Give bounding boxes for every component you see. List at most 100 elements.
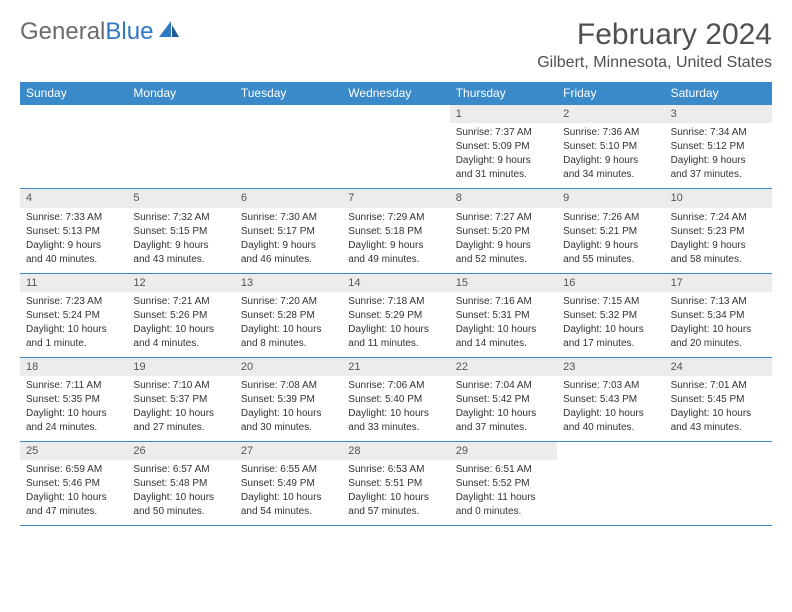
day-body: Sunrise: 7:01 AMSunset: 5:45 PMDaylight:… bbox=[665, 376, 772, 441]
logo-text-part1: General bbox=[20, 18, 105, 46]
day-sunrise: Sunrise: 7:30 AM bbox=[241, 211, 336, 224]
header: GeneralBlue February 2024 Gilbert, Minne… bbox=[20, 18, 772, 72]
week-row: 25Sunrise: 6:59 AMSunset: 5:46 PMDayligh… bbox=[20, 441, 772, 526]
day-cell: 26Sunrise: 6:57 AMSunset: 5:48 PMDayligh… bbox=[127, 442, 234, 525]
day-dl2: and 33 minutes. bbox=[348, 421, 443, 434]
day-dl1: Daylight: 9 hours bbox=[563, 154, 658, 167]
weekday-header: Thursday bbox=[450, 82, 557, 104]
day-number: 3 bbox=[665, 105, 772, 123]
day-sunrise: Sunrise: 7:26 AM bbox=[563, 211, 658, 224]
day-sunset: Sunset: 5:39 PM bbox=[241, 393, 336, 406]
day-dl2: and 34 minutes. bbox=[563, 168, 658, 181]
day-sunset: Sunset: 5:42 PM bbox=[456, 393, 551, 406]
day-number: 25 bbox=[20, 442, 127, 460]
day-dl2: and 49 minutes. bbox=[348, 253, 443, 266]
day-number: 10 bbox=[665, 189, 772, 207]
day-body: Sunrise: 7:10 AMSunset: 5:37 PMDaylight:… bbox=[127, 376, 234, 441]
day-dl1: Daylight: 9 hours bbox=[563, 239, 658, 252]
weekday-header: Tuesday bbox=[235, 82, 342, 104]
day-dl1: Daylight: 10 hours bbox=[671, 407, 766, 420]
day-sunset: Sunset: 5:24 PM bbox=[26, 309, 121, 322]
day-sunset: Sunset: 5:26 PM bbox=[133, 309, 228, 322]
day-sunset: Sunset: 5:31 PM bbox=[456, 309, 551, 322]
day-cell: 27Sunrise: 6:55 AMSunset: 5:49 PMDayligh… bbox=[235, 442, 342, 525]
day-sunset: Sunset: 5:32 PM bbox=[563, 309, 658, 322]
day-body: Sunrise: 7:04 AMSunset: 5:42 PMDaylight:… bbox=[450, 376, 557, 441]
day-sunset: Sunset: 5:34 PM bbox=[671, 309, 766, 322]
page-title: February 2024 bbox=[537, 18, 772, 52]
day-sunset: Sunset: 5:18 PM bbox=[348, 225, 443, 238]
day-cell: 24Sunrise: 7:01 AMSunset: 5:45 PMDayligh… bbox=[665, 358, 772, 441]
day-dl2: and 14 minutes. bbox=[456, 337, 551, 350]
day-dl1: Daylight: 10 hours bbox=[456, 323, 551, 336]
day-sunrise: Sunrise: 6:53 AM bbox=[348, 463, 443, 476]
day-cell: 4Sunrise: 7:33 AMSunset: 5:13 PMDaylight… bbox=[20, 189, 127, 272]
day-dl1: Daylight: 10 hours bbox=[26, 491, 121, 504]
weekday-header: Wednesday bbox=[342, 82, 449, 104]
day-dl1: Daylight: 9 hours bbox=[671, 239, 766, 252]
day-dl1: Daylight: 10 hours bbox=[348, 407, 443, 420]
day-dl1: Daylight: 10 hours bbox=[26, 323, 121, 336]
day-sunrise: Sunrise: 7:01 AM bbox=[671, 379, 766, 392]
day-sunrise: Sunrise: 7:36 AM bbox=[563, 126, 658, 139]
day-sunset: Sunset: 5:15 PM bbox=[133, 225, 228, 238]
day-dl2: and 11 minutes. bbox=[348, 337, 443, 350]
day-sunset: Sunset: 5:28 PM bbox=[241, 309, 336, 322]
day-dl2: and 55 minutes. bbox=[563, 253, 658, 266]
day-dl2: and 54 minutes. bbox=[241, 505, 336, 518]
day-sunrise: Sunrise: 7:13 AM bbox=[671, 295, 766, 308]
day-body: Sunrise: 7:30 AMSunset: 5:17 PMDaylight:… bbox=[235, 208, 342, 273]
day-sunrise: Sunrise: 7:24 AM bbox=[671, 211, 766, 224]
weekday-header: Friday bbox=[557, 82, 664, 104]
day-number: 15 bbox=[450, 274, 557, 292]
day-sunset: Sunset: 5:23 PM bbox=[671, 225, 766, 238]
day-body: Sunrise: 7:15 AMSunset: 5:32 PMDaylight:… bbox=[557, 292, 664, 357]
day-sunset: Sunset: 5:21 PM bbox=[563, 225, 658, 238]
day-body: Sunrise: 7:32 AMSunset: 5:15 PMDaylight:… bbox=[127, 208, 234, 273]
day-dl1: Daylight: 10 hours bbox=[26, 407, 121, 420]
day-dl2: and 30 minutes. bbox=[241, 421, 336, 434]
day-dl1: Daylight: 10 hours bbox=[563, 407, 658, 420]
day-dl2: and 57 minutes. bbox=[348, 505, 443, 518]
day-dl2: and 37 minutes. bbox=[671, 168, 766, 181]
day-cell: 28Sunrise: 6:53 AMSunset: 5:51 PMDayligh… bbox=[342, 442, 449, 525]
day-dl1: Daylight: 9 hours bbox=[26, 239, 121, 252]
day-dl2: and 40 minutes. bbox=[26, 253, 121, 266]
day-cell: 7Sunrise: 7:29 AMSunset: 5:18 PMDaylight… bbox=[342, 189, 449, 272]
day-cell: 10 Sunrise: 7:24 AMSunset: 5:23 PMDayligh… bbox=[665, 189, 772, 272]
day-dl2: and 24 minutes. bbox=[26, 421, 121, 434]
day-dl1: Daylight: 10 hours bbox=[241, 323, 336, 336]
day-number: 12 bbox=[127, 274, 234, 292]
day-body: Sunrise: 6:51 AMSunset: 5:52 PMDaylight:… bbox=[450, 460, 557, 525]
day-dl1: Daylight: 11 hours bbox=[456, 491, 551, 504]
day-number: 29 bbox=[450, 442, 557, 460]
day-number: 27 bbox=[235, 442, 342, 460]
day-sunrise: Sunrise: 7:08 AM bbox=[241, 379, 336, 392]
day-sunrise: Sunrise: 6:55 AM bbox=[241, 463, 336, 476]
week-row: 4Sunrise: 7:33 AMSunset: 5:13 PMDaylight… bbox=[20, 188, 772, 272]
day-body: Sunrise: 7:26 AMSunset: 5:21 PMDaylight:… bbox=[557, 208, 664, 273]
day-cell: 11Sunrise: 7:23 AMSunset: 5:24 PMDayligh… bbox=[20, 274, 127, 357]
logo: GeneralBlue bbox=[20, 18, 181, 46]
day-cell: 1Sunrise: 7:37 AMSunset: 5:09 PMDaylight… bbox=[450, 105, 557, 188]
day-sunset: Sunset: 5:43 PM bbox=[563, 393, 658, 406]
day-body: Sunrise: 7:23 AMSunset: 5:24 PMDaylight:… bbox=[20, 292, 127, 357]
day-number: 18 bbox=[20, 358, 127, 376]
day-cell: 14Sunrise: 7:18 AMSunset: 5:29 PMDayligh… bbox=[342, 274, 449, 357]
day-sunset: Sunset: 5:17 PM bbox=[241, 225, 336, 238]
day-sunrise: Sunrise: 7:06 AM bbox=[348, 379, 443, 392]
day-dl2: and 52 minutes. bbox=[456, 253, 551, 266]
day-number: 2 bbox=[557, 105, 664, 123]
day-sunrise: Sunrise: 7:20 AM bbox=[241, 295, 336, 308]
day-dl2: and 47 minutes. bbox=[26, 505, 121, 518]
day-cell: . bbox=[342, 105, 449, 188]
day-number: 14 bbox=[342, 274, 449, 292]
day-body: Sunrise: 7:11 AMSunset: 5:35 PMDaylight:… bbox=[20, 376, 127, 441]
week-row: 18Sunrise: 7:11 AMSunset: 5:35 PMDayligh… bbox=[20, 357, 772, 441]
day-body: Sunrise: 6:55 AMSunset: 5:49 PMDaylight:… bbox=[235, 460, 342, 525]
day-body: Sunrise: 7:34 AMSunset: 5:12 PMDaylight:… bbox=[665, 123, 772, 188]
day-sunrise: Sunrise: 6:59 AM bbox=[26, 463, 121, 476]
day-number: 21 bbox=[342, 358, 449, 376]
day-cell: 19Sunrise: 7:10 AMSunset: 5:37 PMDayligh… bbox=[127, 358, 234, 441]
day-cell: 5Sunrise: 7:32 AMSunset: 5:15 PMDaylight… bbox=[127, 189, 234, 272]
